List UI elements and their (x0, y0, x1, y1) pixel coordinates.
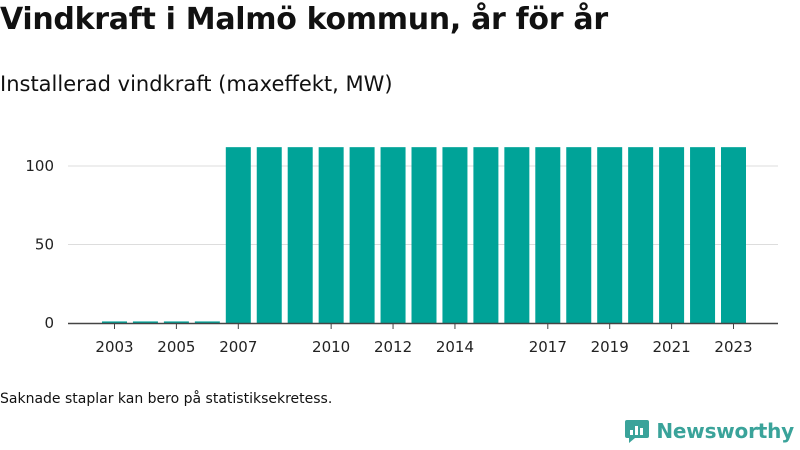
bar (102, 321, 127, 323)
bar (473, 147, 499, 323)
bars (102, 147, 746, 323)
bar (287, 147, 313, 323)
bar (442, 147, 468, 323)
chart-subtitle: Installerad vindkraft (maxeffekt, MW) (0, 72, 393, 96)
bar (597, 147, 623, 323)
x-tick-label: 2010 (312, 338, 350, 356)
x-tick-label: 2014 (436, 338, 474, 356)
newsworthy-logo-icon (625, 420, 650, 443)
bar (659, 147, 685, 323)
bar (721, 147, 746, 323)
bar (318, 147, 344, 323)
bar (132, 321, 158, 323)
x-tick-label: 2023 (714, 338, 752, 356)
bar (504, 147, 530, 323)
x-tick-label: 2017 (529, 338, 567, 356)
bar (690, 147, 716, 323)
brand-name: Newsworthy (656, 419, 794, 443)
bar (380, 147, 406, 323)
bar (535, 147, 561, 323)
y-tick-label: 0 (44, 314, 54, 332)
x-tick-label: 2003 (95, 338, 133, 356)
x-tick-label: 2005 (157, 338, 195, 356)
page-title: Vindkraft i Malmö kommun, år för år (0, 2, 608, 37)
brand-logo[interactable]: Newsworthy (624, 418, 794, 444)
x-tick-label: 2012 (374, 338, 412, 356)
bar (194, 321, 220, 323)
y-tick-label: 100 (25, 157, 54, 175)
y-tick-label: 50 (35, 236, 54, 254)
x-tick-label: 2021 (653, 338, 691, 356)
bar (349, 147, 375, 323)
x-tick-label: 2007 (219, 338, 257, 356)
footnote: Saknade staplar kan bero på statistiksek… (0, 391, 333, 407)
bar (411, 147, 437, 323)
bar (256, 147, 282, 323)
axes: 0 50 100 2003 2005 2007 2010 2012 2014 2017 2019 20… (25, 157, 778, 356)
bar (628, 147, 654, 323)
bar (566, 147, 592, 323)
bar (225, 147, 251, 323)
x-tick-label: 2019 (591, 338, 629, 356)
bar (163, 321, 189, 323)
